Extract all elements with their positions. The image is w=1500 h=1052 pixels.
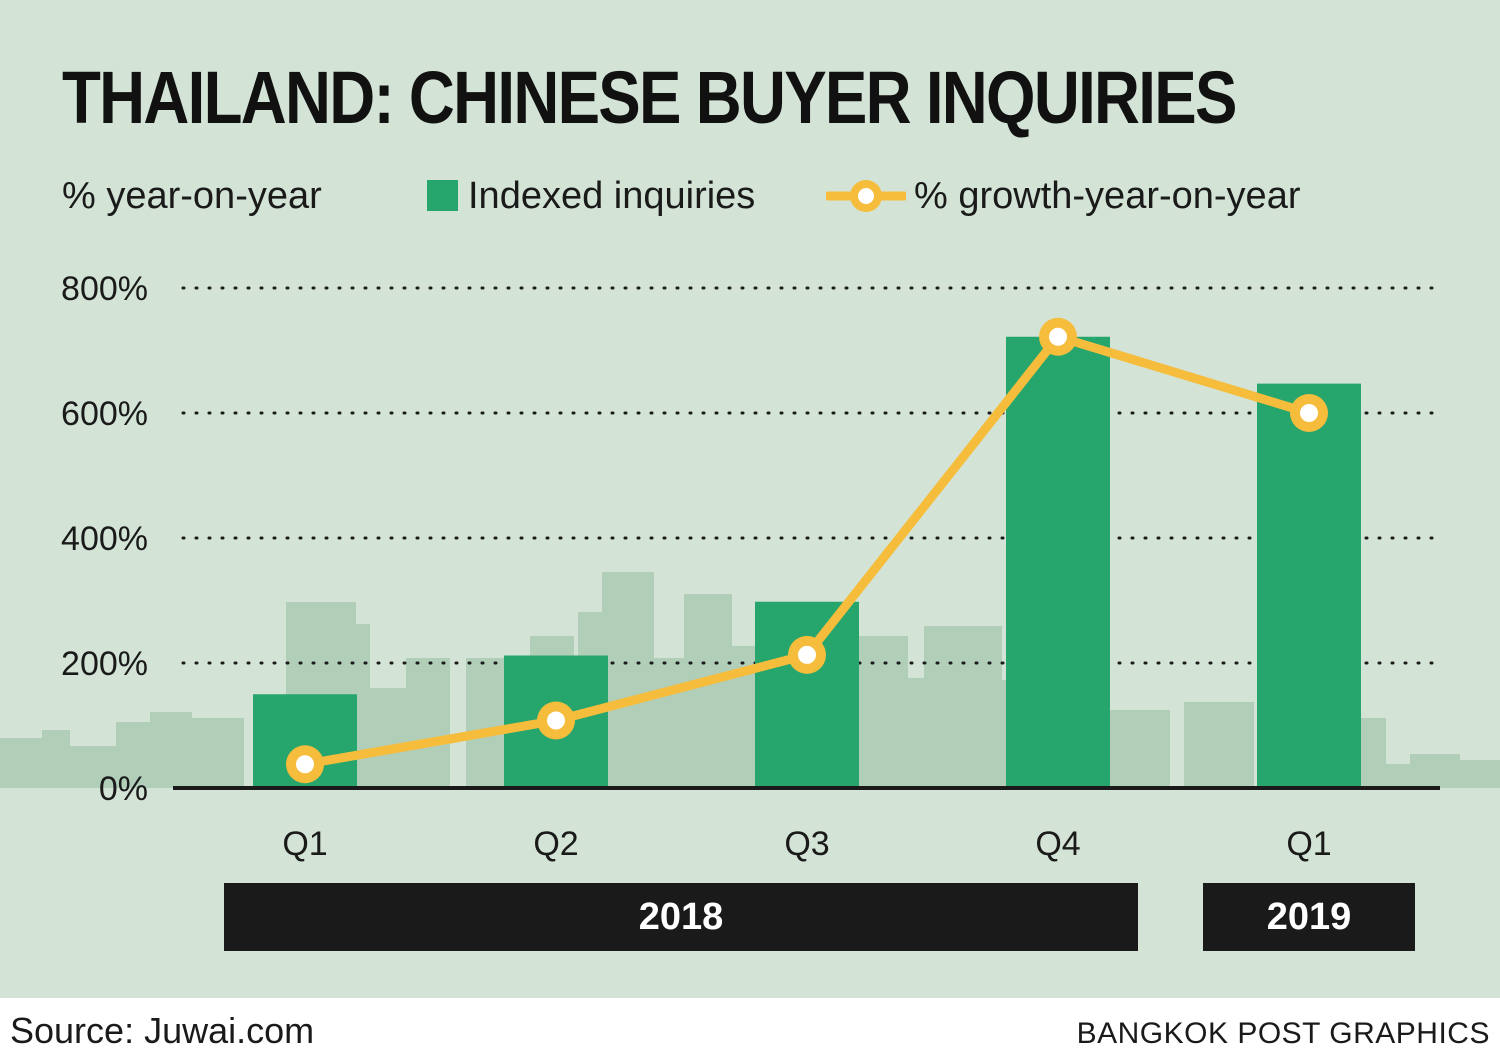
y-axis-ticks: 0% 200% 400% 600% 800% (61, 270, 148, 808)
skyline-building (192, 718, 244, 788)
y-tick-label: 200% (61, 645, 148, 683)
skyline-building (1460, 760, 1500, 788)
growth-point-center (547, 711, 565, 730)
x-tick-label: Q1 (282, 825, 327, 863)
skyline-building (1110, 710, 1170, 788)
skyline-building (924, 626, 1002, 788)
bar-indexed-inquiries (1257, 383, 1361, 788)
skyline-building (654, 658, 684, 788)
skyline-building (406, 658, 450, 788)
x-tick-label: Q3 (784, 825, 829, 863)
year-label-2018: 2018 (224, 883, 1138, 951)
source-note: Source: Juwai.com (10, 1010, 315, 1051)
skyline-building (858, 636, 908, 788)
skyline-building (150, 712, 192, 788)
x-axis-ticks: Q1 Q2 Q3 Q4 Q1 (282, 825, 1331, 863)
legend-line-label: % growth-year-on-year (914, 175, 1301, 217)
x-tick-label: Q1 (1286, 825, 1331, 863)
growth-point-center (296, 755, 314, 774)
skyline-building (1410, 754, 1460, 788)
bar-indexed-inquiries (755, 601, 859, 788)
growth-point-center (798, 645, 816, 664)
graphics-credit: BANGKOK POST GRAPHICS (1076, 1017, 1490, 1050)
skyline-building (1184, 702, 1254, 788)
x-tick-label: Q4 (1035, 825, 1080, 863)
skyline-building (1360, 718, 1386, 788)
legend-bar-swatch (427, 180, 458, 211)
line-series (286, 317, 1328, 784)
chart-panel (0, 0, 1500, 998)
y-tick-label: 400% (61, 520, 148, 558)
skyline-building (360, 688, 406, 788)
skyline-building (466, 658, 506, 788)
skyline-building (116, 722, 150, 788)
skyline-building (1384, 764, 1410, 788)
legend-line-swatch (826, 180, 906, 212)
y-tick-label: 0% (99, 770, 148, 808)
skyline-building (908, 678, 928, 788)
bar-series (253, 336, 1361, 788)
chart-title: THAILAND: CHINESE BUYER INQUIRIES (62, 56, 1237, 139)
y-tick-label: 600% (61, 395, 148, 433)
x-tick-label: Q2 (533, 825, 578, 863)
skyline-building (602, 572, 654, 788)
unit-label: % year-on-year (62, 175, 322, 217)
skyline-building (70, 746, 116, 788)
growth-point-center (1300, 404, 1318, 422)
bar-indexed-inquiries (1006, 336, 1110, 788)
skyline-building (684, 594, 732, 788)
growth-point-center (1049, 327, 1067, 346)
skyline-building (0, 738, 42, 788)
legend-bar-label: Indexed inquiries (468, 175, 756, 217)
chart-plot: 0% 200% 400% 600% 800% Q1 Q2 Q3 Q4 Q1 (0, 270, 1500, 863)
year-label-2019: 2019 (1203, 883, 1415, 951)
y-tick-label: 800% (61, 270, 148, 308)
skyline-building (42, 730, 70, 788)
